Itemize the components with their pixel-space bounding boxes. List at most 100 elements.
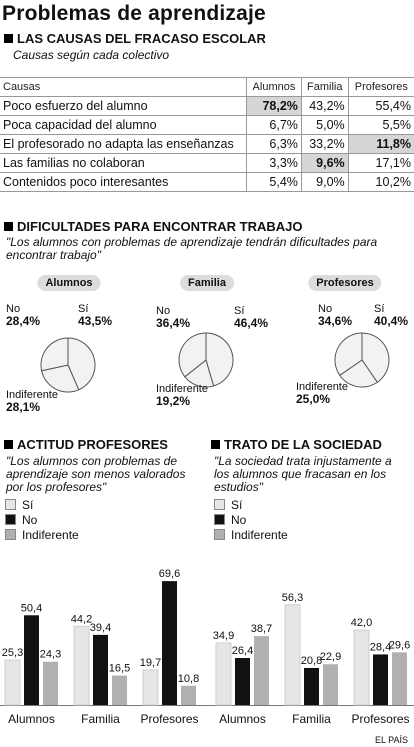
pie-block-familia: Familia No 36,4% Sí 46,4% Indiferente 19,2% (138, 275, 276, 408)
bar-si (284, 604, 301, 706)
bar-value-label: 42,0 (351, 617, 372, 629)
category-label: Alumnos (8, 712, 55, 726)
bar-value-label: 28,4 (370, 641, 391, 653)
table-row: Las familias no colaboran 3,3% 9,6% 17,1… (0, 153, 414, 173)
pie-slice-si (205, 332, 234, 387)
bar-value-label: 16,5 (109, 663, 130, 675)
legend-item-si: Sí (5, 497, 79, 512)
pie-ind-label: Indiferente 19,2% (156, 383, 208, 408)
pie-title: Familia (180, 275, 234, 291)
pie-slice-si (361, 332, 390, 383)
legend-item-ind: Indiferente (5, 527, 79, 542)
jobs-heading-text: DIFICULTADES PARA ENCONTRAR TRABAJO (17, 219, 303, 234)
square-bullet-icon (4, 34, 13, 43)
pie-chart-profesores (334, 332, 390, 388)
pie-slice-no (178, 332, 207, 378)
ind-text: Indiferente (296, 381, 348, 393)
legend-swatch-si (214, 499, 225, 510)
bar-value-label: 29,6 (389, 639, 410, 651)
footer-credit: EL PAÍS (374, 735, 408, 745)
pie-no-label: No 34,6% (318, 303, 352, 328)
column-header-profesores: Profesores (347, 77, 414, 97)
bar-ind (43, 661, 58, 705)
pie-no-label: No 28,4% (6, 303, 40, 328)
bar-value-label: 26,4 (232, 645, 253, 657)
pie-block-profesores: Profesores No 34,6% Sí 40,4% Indiferente 25… (276, 275, 414, 405)
bar-si (353, 629, 370, 706)
bar-value-label: 22,9 (320, 651, 341, 663)
category-label: Familia (81, 712, 120, 726)
ind-value: 28,1% (6, 400, 41, 414)
legend-item-ind: Indiferente (214, 527, 288, 542)
cell-value: 3,3% (246, 153, 302, 173)
ind-value: 19,2% (156, 394, 191, 408)
cell-value: 10,2% (347, 172, 414, 192)
table-row: El profesorado no adapta las enseñanzas … (0, 134, 414, 154)
row-label: Contenidos poco interesantes (0, 172, 247, 192)
bar-si (73, 625, 90, 706)
legend-label: No (22, 512, 38, 527)
pie-si-label: Sí 46,4% (234, 305, 268, 330)
table-row: Contenidos poco interesantes 5,4% 9,0% 1… (0, 172, 414, 192)
cell-value: 43,2% (300, 96, 349, 116)
legend-item-si: Sí (214, 497, 288, 512)
table-header-row: Causas Alumnos Familia Profesores (0, 77, 414, 97)
row-label: Poca capacidad del alumno (0, 115, 247, 135)
jobs-heading: DIFICULTADES PARA ENCONTRAR TRABAJO (4, 219, 303, 234)
no-value: 34,6% (318, 314, 353, 328)
no-text: No (6, 303, 21, 315)
bar-value-label: 10,8 (178, 673, 199, 685)
no-value: 28,4% (6, 314, 41, 328)
bar-value-label: 50,4 (21, 602, 42, 614)
ind-text: Indiferente (156, 383, 208, 395)
pie-title: Profesores (308, 275, 382, 291)
pie-si-label: Sí 43,5% (78, 303, 112, 328)
legend-item-no: No (214, 512, 288, 527)
no-value: 36,4% (156, 316, 191, 330)
row-label: El profesorado no adapta las enseñanzas (0, 134, 247, 154)
legend-label: No (231, 512, 247, 527)
cell-value: 5,5% (347, 115, 414, 135)
cell-value: 9,6% (300, 153, 349, 173)
bar-chart-attitude: 25,3 50,4 24,3 Alumnos 44,239,4 16,5 Familia 19… (0, 568, 207, 726)
bar-value-label: 38,7 (251, 623, 272, 635)
causes-subtitle: Causas según cada colectivo (13, 48, 170, 62)
bar-chart-society: 34,9 26,4 38,7 Alumnos 56,3 20,822,9 Familia 42… (207, 592, 414, 726)
cell-value: 17,1% (347, 153, 414, 173)
column-header-familia: Familia (300, 77, 349, 97)
bar-value-label: 24,3 (40, 649, 61, 661)
category-label: Profesores (351, 712, 409, 726)
category-label: Profesores (140, 712, 198, 726)
cell-value: 11,8% (347, 134, 414, 154)
bar-value-label: 39,4 (90, 622, 111, 634)
row-label: Las familias no colaboran (0, 153, 247, 173)
society-heading: TRATO DE LA SOCIEDAD (211, 437, 382, 452)
bar-ind (392, 652, 407, 705)
pie-slice-no (334, 332, 363, 377)
bar-no (93, 634, 108, 705)
pie-slice-ind (41, 364, 80, 393)
legend-swatch-ind (5, 529, 16, 540)
pie-no-label: No 36,4% (156, 305, 190, 330)
bar-no (304, 667, 319, 705)
legend-label: Sí (231, 497, 243, 512)
bar-value-label: 44,2 (71, 613, 92, 625)
cell-value: 33,2% (300, 134, 349, 154)
column-header-causas: Causas (0, 77, 247, 97)
square-bullet-icon (211, 440, 220, 449)
bar-ind (181, 685, 196, 705)
bar-no (373, 654, 388, 705)
legend-swatch-no (214, 514, 225, 525)
bar-value-label: 69,6 (159, 568, 180, 580)
table-row: Poca capacidad del alumno 6,7% 5,0% 5,5% (0, 115, 414, 135)
legend-swatch-si (5, 499, 16, 510)
pie-si-label: Sí 40,4% (374, 303, 408, 328)
bar-no (24, 615, 39, 705)
causes-table: Causas Alumnos Familia Profesores Poco e… (0, 77, 414, 192)
table-row: Poco esfuerzo del alumno 78,2% 43,2% 55,… (0, 96, 414, 116)
society-quote: "La sociedad trata injustamente a los al… (214, 454, 392, 494)
ind-value: 25,0% (296, 392, 331, 406)
pie-slice-no (40, 337, 69, 372)
cell-value: 6,3% (246, 134, 302, 154)
bar-value-label: 25,3 (2, 647, 23, 659)
